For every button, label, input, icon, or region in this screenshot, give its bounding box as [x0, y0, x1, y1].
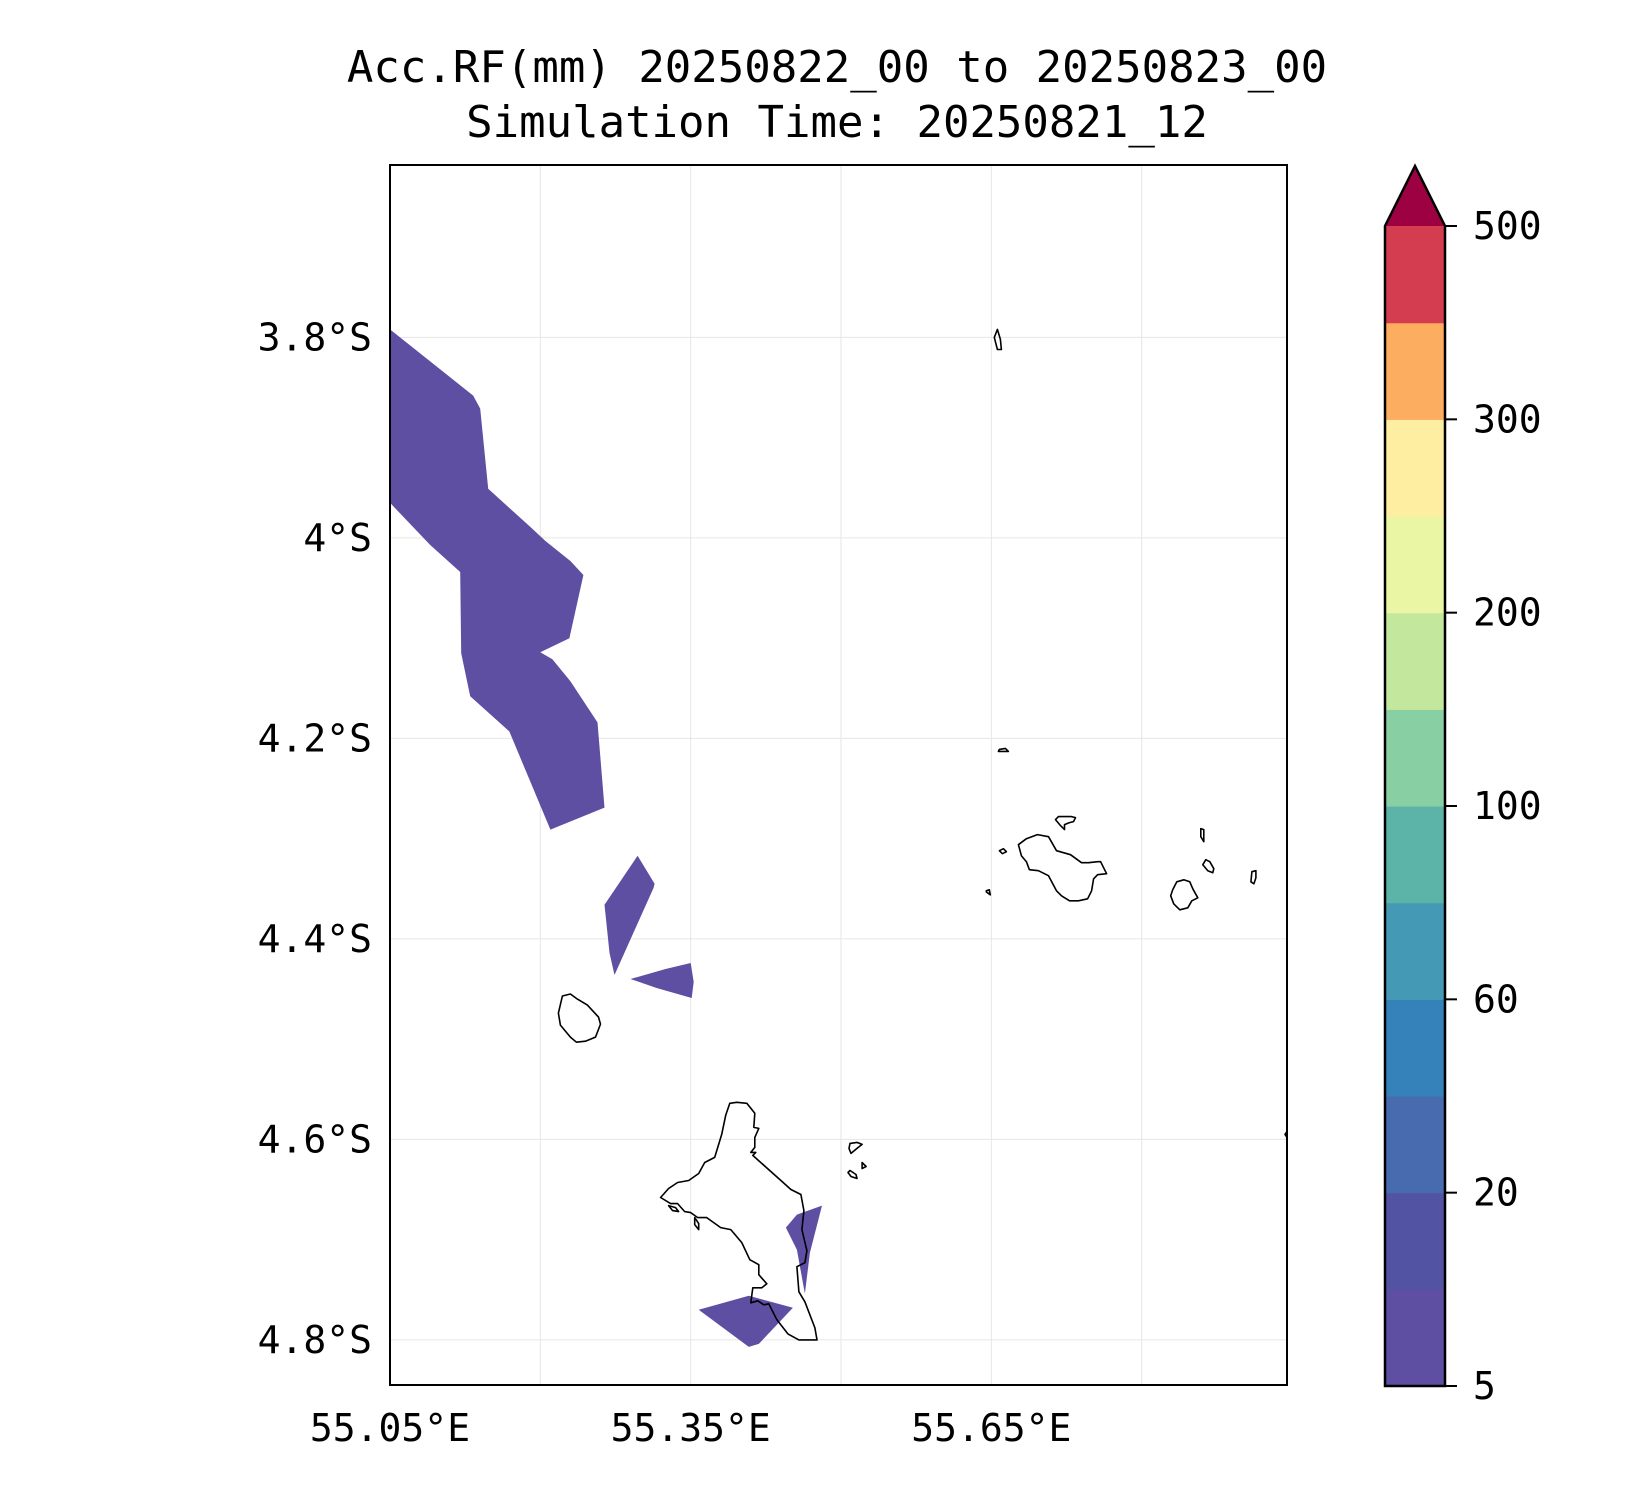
coastline-silhouette	[557, 993, 602, 1043]
colorbar-tick-label: 500	[1473, 204, 1542, 248]
y-tick-label: 4.8°S	[258, 1318, 372, 1362]
coastline-curieuse	[1054, 815, 1077, 831]
coastline-conception	[693, 1216, 700, 1231]
coastline-cousin	[985, 888, 992, 896]
coastline-marianne	[1250, 869, 1257, 885]
coastline-felicite	[1202, 858, 1215, 874]
coastline-aride	[997, 747, 1010, 753]
coastline-round	[861, 1161, 867, 1170]
colorbar-tick-label: 5	[1473, 1364, 1496, 1408]
rain-area	[390, 329, 605, 830]
colorbar-tick-label: 300	[1473, 397, 1542, 441]
coastline-therese	[667, 1204, 680, 1213]
rain-area	[604, 855, 655, 975]
y-tick-label: 4.6°S	[258, 1117, 372, 1161]
rain-area	[698, 1295, 793, 1347]
x-axis-ticks: 55.05°E 55.35°E 55.65°E	[310, 1406, 1071, 1450]
coastline-ste-anne	[848, 1141, 863, 1155]
colorbar-tick-label: 200	[1473, 591, 1542, 635]
rain-area	[630, 963, 694, 998]
chart-title: Acc.RF(mm) 20250822_00 to 20250823_00	[347, 42, 1327, 93]
colorbar-bin	[1385, 226, 1445, 324]
colorbar-bin	[1385, 999, 1445, 1097]
y-tick-label: 4.4°S	[258, 917, 372, 961]
colorbar-tick-label: 20	[1473, 1171, 1519, 1215]
y-tick-label: 3.8°S	[258, 315, 372, 359]
coastline-mahe	[659, 1101, 818, 1341]
colorbar-bin	[1385, 806, 1445, 904]
colorbar-bins	[1385, 226, 1445, 1387]
colorbar-bin	[1385, 902, 1445, 1000]
coastline-la-digue	[1169, 878, 1199, 911]
coastline-cerf	[847, 1169, 858, 1180]
colorbar-bin	[1385, 612, 1445, 710]
x-tick-label: 55.35°E	[611, 1406, 771, 1450]
colorbar-bin	[1385, 1289, 1445, 1387]
colorbar-bin	[1385, 1192, 1445, 1290]
y-axis-ticks: 3.8°S 4°S 4.2°S 4.4°S 4.6°S 4.8°S	[258, 315, 372, 1361]
gridlines	[389, 165, 1287, 1385]
colorbar: 500 300 200 100 60 20 5	[1383, 163, 1542, 1408]
map-frame	[389, 164, 1288, 1386]
rain-area	[785, 1205, 822, 1294]
rain-areas	[390, 329, 822, 1347]
colorbar-ticks: 500 300 200 100 60 20 5	[1445, 204, 1542, 1408]
colorbar-bin	[1385, 516, 1445, 614]
coastline-north-islet	[993, 328, 1003, 351]
colorbar-extend-arrow	[1385, 166, 1445, 226]
coastlines	[557, 328, 1288, 1341]
colorbar-tick-label: 60	[1473, 977, 1519, 1021]
coastline-booby	[998, 847, 1008, 855]
colorbar-bin	[1385, 709, 1445, 807]
y-tick-label: 4°S	[303, 516, 372, 560]
colorbar-tick-label: 100	[1473, 784, 1542, 828]
y-tick-label: 4.2°S	[258, 716, 372, 760]
chart-subtitle: Simulation Time: 20250821_12	[466, 97, 1208, 148]
colorbar-bin	[1385, 322, 1445, 420]
coastline-cocos	[1200, 827, 1205, 843]
colorbar-outline	[1383, 163, 1447, 1388]
x-tick-label: 55.05°E	[310, 1406, 470, 1450]
x-tick-label: 55.65°E	[911, 1406, 1071, 1450]
coastline-praslin	[1017, 833, 1108, 902]
colorbar-bin	[1385, 1096, 1445, 1194]
colorbar-bin	[1385, 419, 1445, 517]
